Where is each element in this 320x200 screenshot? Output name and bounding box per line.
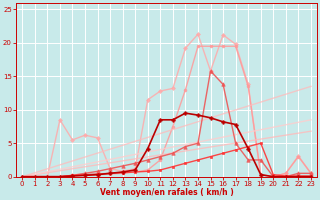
X-axis label: Vent moyen/en rafales ( km/h ): Vent moyen/en rafales ( km/h ) [100,188,234,197]
